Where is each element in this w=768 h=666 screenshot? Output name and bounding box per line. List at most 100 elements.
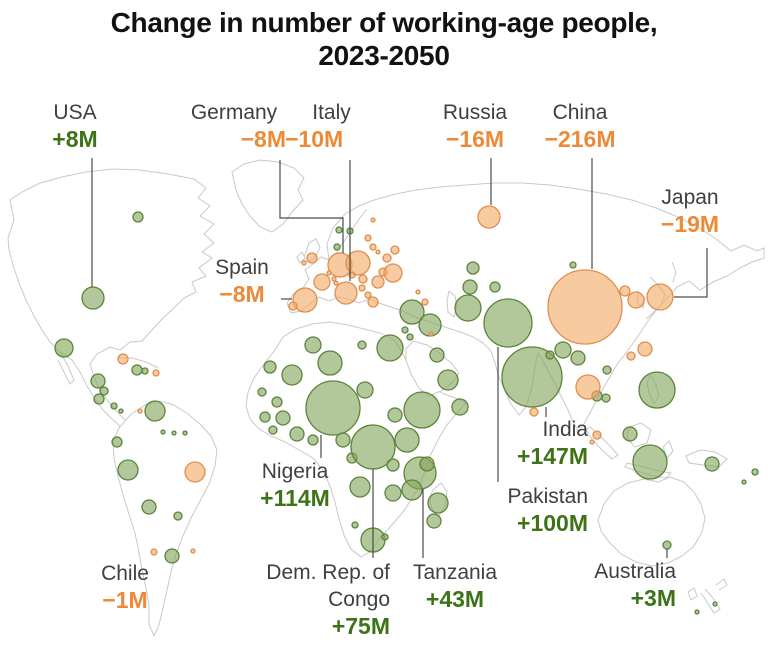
increase-bubble (741, 479, 747, 485)
increase-bubble (304, 336, 322, 354)
country-name-pakistan: Pakistan (507, 485, 588, 508)
decrease-bubble (547, 269, 623, 345)
increase-bubble (751, 468, 759, 476)
decrease-bubble (306, 252, 318, 264)
increase-bubble (406, 333, 414, 341)
increase-bubble (545, 350, 555, 360)
increase-bubble (401, 326, 409, 334)
decrease-bubble (383, 263, 403, 283)
increase-bubble (427, 492, 449, 514)
chart-title-line2: 2023-2050 (318, 40, 450, 71)
decrease-bubble (369, 243, 377, 251)
increase-bubble (335, 226, 343, 234)
increase-bubble (171, 430, 177, 436)
annotation-japan: Japan −19M (642, 184, 738, 238)
increase-bubble (164, 548, 180, 564)
increase-bubble (632, 444, 668, 480)
increase-bubble (394, 427, 420, 453)
ireland-outline (296, 251, 306, 264)
increase-bubble (462, 279, 478, 295)
country-value-russia: −16M (445, 126, 505, 152)
increase-bubble (81, 286, 105, 310)
increase-bubble (419, 456, 435, 472)
increase-bubble (317, 350, 343, 376)
annotation-chile: Chile −1M (84, 560, 166, 614)
country-value-japan: −19M (660, 211, 720, 237)
increase-bubble (387, 407, 403, 423)
increase-bubble (601, 393, 611, 403)
decrease-bubble (358, 274, 368, 284)
increase-bubble (454, 294, 482, 322)
increase-bubble (662, 540, 672, 550)
country-name-usa: USA (53, 101, 97, 124)
chart-title: Change in number of working-age people, … (0, 6, 768, 72)
sakhalin-outline (671, 261, 677, 283)
increase-bubble (333, 243, 341, 251)
decrease-bubble (575, 374, 601, 400)
increase-bubble (376, 334, 404, 362)
decrease-bubble (627, 291, 645, 309)
decrease-bubble (313, 273, 331, 291)
increase-bubble (173, 511, 183, 521)
country-value-italy: −10M (285, 126, 344, 152)
increase-bubble (403, 391, 441, 429)
australia-outline (597, 476, 706, 567)
decrease-bubble (371, 275, 385, 289)
increase-bubble (569, 261, 577, 269)
annotation-italy: Italy −10M (283, 99, 380, 153)
increase-bubble (268, 425, 278, 435)
tasmania-outline (687, 587, 698, 601)
annotation-china: China −216M (524, 99, 636, 153)
increase-bubble (307, 434, 319, 446)
north-america-outline (7, 168, 215, 443)
decrease-bubble (589, 439, 595, 445)
country-value-pakistan: +100M (517, 510, 588, 536)
increase-bubble (357, 340, 367, 350)
decrease-bubble (137, 408, 143, 414)
new-zealand-outline (700, 578, 728, 614)
country-name-tanzania: Tanzania (412, 561, 498, 584)
country-value-usa: +8M (52, 126, 98, 152)
annotation-tanzania: Tanzania +43M (396, 559, 514, 613)
increase-bubble (466, 261, 480, 275)
increase-bubble (399, 299, 425, 325)
annotation-germany: Germany −8M (178, 99, 290, 153)
chart-title-line1: Change in number of working-age people, (110, 7, 658, 38)
increase-bubble (638, 371, 676, 409)
country-name-australia: Australia (594, 560, 676, 583)
increase-bubble (144, 400, 166, 422)
increase-bubble (335, 432, 351, 448)
decrease-bubble (367, 296, 379, 308)
country-value-germany: −8M (240, 126, 286, 152)
increase-bubble (141, 367, 149, 375)
increase-bubble (99, 386, 109, 396)
decrease-bubble (152, 369, 160, 377)
increase-bubble (131, 364, 143, 376)
increase-bubble (704, 456, 720, 472)
increase-bubble (712, 601, 718, 607)
decrease-bubble (428, 331, 434, 337)
increase-bubble (489, 281, 501, 293)
decrease-bubble (301, 260, 307, 266)
decrease-bubble (333, 280, 339, 286)
decrease-bubble (150, 548, 158, 556)
increase-bubble (451, 398, 469, 416)
south-america-outline (112, 400, 218, 638)
decrease-bubble (364, 234, 372, 242)
increase-bubble (110, 402, 118, 410)
decrease-bubble (345, 250, 371, 276)
country-value-australia: +3M (630, 585, 676, 611)
increase-bubble (429, 347, 445, 363)
decrease-bubble (592, 430, 602, 440)
country-value-china: −216M (544, 126, 616, 152)
annotation-drc: Dem. Rep. of Congo +75M (220, 559, 390, 640)
country-name-russia: Russia (442, 101, 508, 124)
increase-bubble (305, 380, 361, 436)
annotation-pakistan: Pakistan +100M (478, 483, 588, 537)
decrease-bubble (421, 298, 429, 306)
bubble-layer (54, 205, 759, 615)
decrease-bubble (390, 245, 400, 255)
increase-bubble (426, 513, 442, 529)
country-name-chile: Chile (101, 562, 149, 585)
